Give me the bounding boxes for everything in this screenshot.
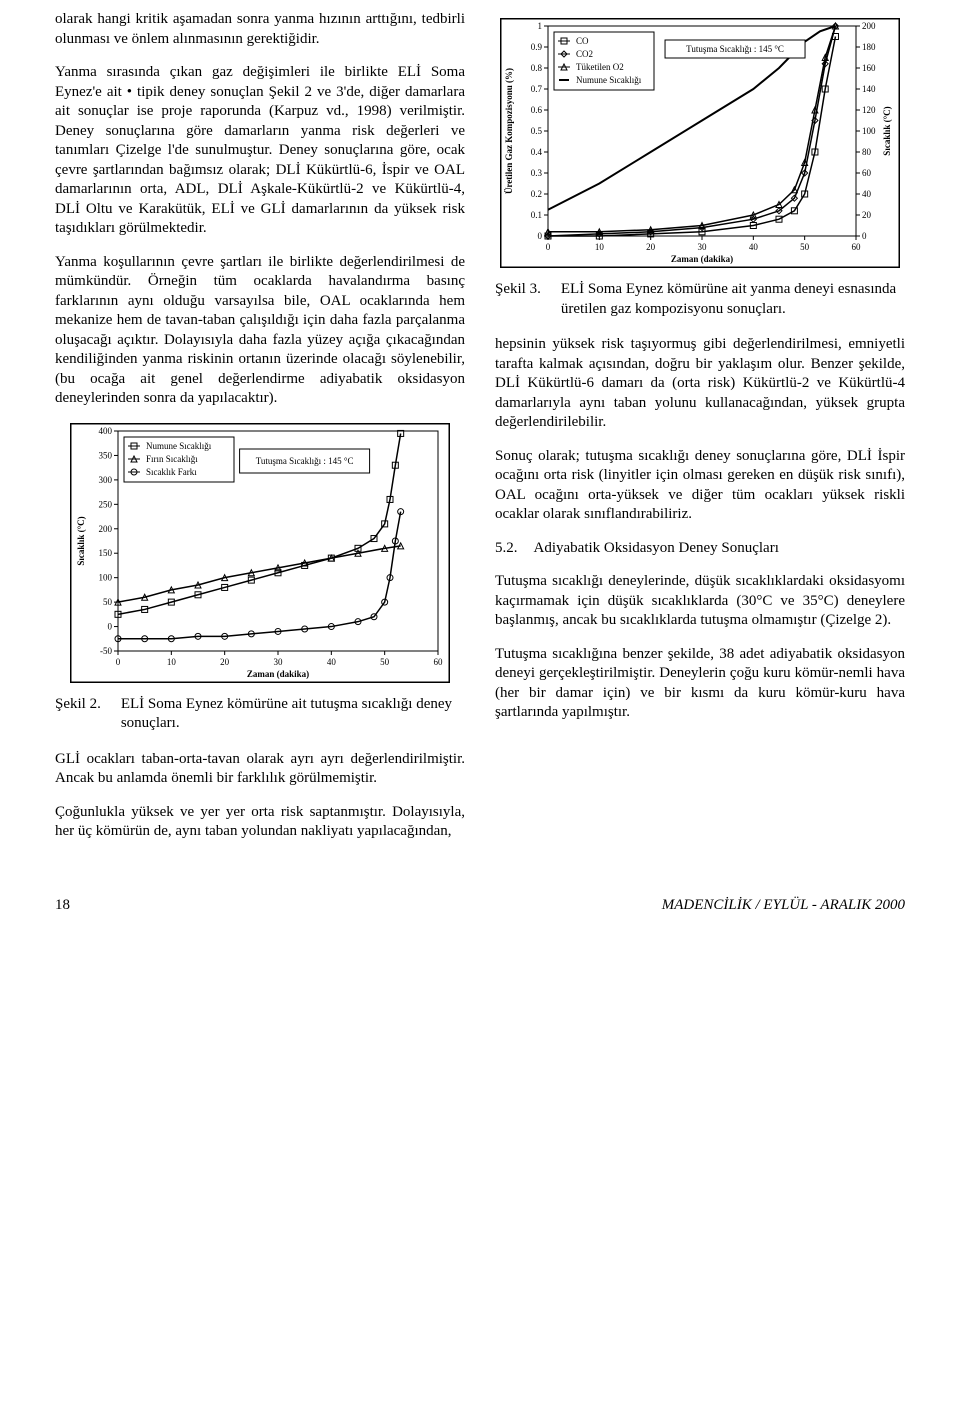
figure-3-caption: Şekil 3. ELİ Soma Eynez kömürüne ait yan… bbox=[495, 280, 905, 319]
svg-text:60: 60 bbox=[862, 168, 872, 178]
left-p1: olarak hangi kritik aşamadan sonra yanma… bbox=[55, 10, 465, 49]
svg-text:0.5: 0.5 bbox=[531, 126, 543, 136]
svg-text:Zaman (dakika): Zaman (dakika) bbox=[671, 254, 733, 264]
right-p1: hepsinin yüksek risk taşıyormuş gibi değ… bbox=[495, 335, 905, 433]
left-p2: Yanma sırasında çıkan gaz değişimleri il… bbox=[55, 63, 465, 239]
left-p4: GLİ ocakları taban-orta-tavan olarak ayr… bbox=[55, 750, 465, 789]
svg-text:20: 20 bbox=[220, 657, 230, 667]
svg-text:200: 200 bbox=[862, 21, 876, 31]
figure-3-caption-text: ELİ Soma Eynez kömürüne ait yanma deneyi… bbox=[561, 280, 905, 319]
svg-text:0.3: 0.3 bbox=[531, 168, 543, 178]
svg-text:120: 120 bbox=[862, 105, 876, 115]
svg-text:Numune Sıcaklığı: Numune Sıcaklığı bbox=[576, 75, 642, 85]
svg-text:40: 40 bbox=[862, 189, 872, 199]
svg-text:Sıcaklık Farkı: Sıcaklık Farkı bbox=[146, 467, 197, 477]
svg-text:Zaman (dakika): Zaman (dakika) bbox=[247, 669, 309, 679]
svg-text:60: 60 bbox=[852, 242, 862, 252]
svg-text:60: 60 bbox=[434, 657, 444, 667]
svg-text:0.1: 0.1 bbox=[531, 210, 542, 220]
right-p4: Tutuşma sıcaklığına benzer şekilde, 38 a… bbox=[495, 645, 905, 723]
svg-text:0.2: 0.2 bbox=[531, 189, 542, 199]
svg-text:50: 50 bbox=[103, 597, 113, 607]
svg-text:20: 20 bbox=[646, 242, 656, 252]
svg-text:-50: -50 bbox=[100, 646, 112, 656]
svg-text:Tutuşma Sıcaklığı : 145 °C: Tutuşma Sıcaklığı : 145 °C bbox=[256, 456, 354, 466]
svg-text:Numune Sıcaklığı: Numune Sıcaklığı bbox=[146, 441, 212, 451]
figure-3-chart: 00.10.20.30.40.50.60.70.80.9102040608010… bbox=[500, 18, 900, 268]
svg-text:0: 0 bbox=[108, 621, 113, 631]
svg-text:0.9: 0.9 bbox=[531, 42, 543, 52]
svg-text:Sıcaklık (°C): Sıcaklık (°C) bbox=[76, 516, 86, 565]
svg-text:20: 20 bbox=[862, 210, 872, 220]
svg-text:160: 160 bbox=[862, 63, 876, 73]
svg-text:Sıcaklık (°C): Sıcaklık (°C) bbox=[882, 106, 892, 155]
figure-3-caption-label: Şekil 3. bbox=[495, 280, 541, 319]
figure-2-caption-text: ELİ Soma Eynez kömürüne ait tutuşma sıca… bbox=[121, 695, 465, 734]
right-p2: Sonuç olarak; tutuşma sıcaklığı deney so… bbox=[495, 447, 905, 525]
figure-2-caption: Şekil 2. ELİ Soma Eynez kömürüne ait tut… bbox=[55, 695, 465, 734]
svg-text:200: 200 bbox=[99, 523, 113, 533]
figure-2-caption-label: Şekil 2. bbox=[55, 695, 101, 734]
svg-text:250: 250 bbox=[99, 499, 113, 509]
svg-text:30: 30 bbox=[698, 242, 708, 252]
svg-text:CO: CO bbox=[576, 36, 589, 46]
section-title: Adiyabatik Oksidasyon Deney Sonuçları bbox=[534, 539, 779, 559]
section-number: 5.2. bbox=[495, 539, 518, 559]
page-footer: 18 MADENCİLİK / EYLÜL - ARALIK 2000 bbox=[55, 896, 905, 916]
svg-text:80: 80 bbox=[862, 147, 872, 157]
right-column: 00.10.20.30.40.50.60.70.80.9102040608010… bbox=[495, 10, 905, 856]
svg-text:350: 350 bbox=[99, 450, 113, 460]
svg-text:0.6: 0.6 bbox=[531, 105, 543, 115]
svg-text:150: 150 bbox=[99, 548, 113, 558]
svg-text:Tüketilen O2: Tüketilen O2 bbox=[576, 62, 624, 72]
svg-text:100: 100 bbox=[862, 126, 876, 136]
svg-text:40: 40 bbox=[749, 242, 759, 252]
svg-text:0.4: 0.4 bbox=[531, 147, 543, 157]
left-p5: Çoğunlukla yüksek ve yer yer orta risk s… bbox=[55, 803, 465, 842]
left-column: olarak hangi kritik aşamadan sonra yanma… bbox=[55, 10, 465, 856]
section-5-2-heading: 5.2. Adiyabatik Oksidasyon Deney Sonuçla… bbox=[495, 539, 905, 559]
svg-text:Tutuşma Sıcaklığı : 145 °C: Tutuşma Sıcaklığı : 145 °C bbox=[686, 44, 784, 54]
svg-text:Fırın Sıcaklığı: Fırın Sıcaklığı bbox=[146, 454, 198, 464]
svg-text:40: 40 bbox=[327, 657, 337, 667]
figure-2: -50 0 50 100 150 200 250 300 350 400 0 10 20 30 40 50 60… bbox=[55, 423, 465, 683]
figure-2-chart: -50 0 50 100 150 200 250 300 350 400 0 10 20 30 40 50 60… bbox=[70, 423, 450, 683]
svg-text:0: 0 bbox=[538, 231, 543, 241]
svg-text:50: 50 bbox=[800, 242, 810, 252]
svg-text:0: 0 bbox=[546, 242, 551, 252]
figure-3: 00.10.20.30.40.50.60.70.80.9102040608010… bbox=[495, 18, 905, 268]
left-p3: Yanma koşullarının çevre şartları ile bi… bbox=[55, 253, 465, 409]
svg-text:30: 30 bbox=[274, 657, 284, 667]
svg-text:CO2: CO2 bbox=[576, 49, 593, 59]
svg-text:100: 100 bbox=[99, 572, 113, 582]
journal-name: MADENCİLİK / EYLÜL - ARALIK 2000 bbox=[662, 896, 905, 916]
right-p3: Tutuşma sıcaklığı deneylerinde, düşük sı… bbox=[495, 572, 905, 631]
svg-text:0: 0 bbox=[862, 231, 867, 241]
svg-text:0: 0 bbox=[116, 657, 121, 667]
svg-text:0.7: 0.7 bbox=[531, 84, 543, 94]
svg-text:Üretilen Gaz Kompozisyonu (%): Üretilen Gaz Kompozisyonu (%) bbox=[504, 68, 514, 194]
svg-text:0.8: 0.8 bbox=[531, 63, 543, 73]
svg-text:10: 10 bbox=[167, 657, 177, 667]
page-number: 18 bbox=[55, 896, 70, 916]
svg-text:10: 10 bbox=[595, 242, 605, 252]
svg-text:300: 300 bbox=[99, 474, 113, 484]
svg-text:50: 50 bbox=[380, 657, 390, 667]
svg-text:180: 180 bbox=[862, 42, 876, 52]
two-column-layout: olarak hangi kritik aşamadan sonra yanma… bbox=[55, 10, 905, 856]
svg-text:1: 1 bbox=[538, 21, 543, 31]
svg-text:400: 400 bbox=[99, 426, 113, 436]
svg-text:140: 140 bbox=[862, 84, 876, 94]
